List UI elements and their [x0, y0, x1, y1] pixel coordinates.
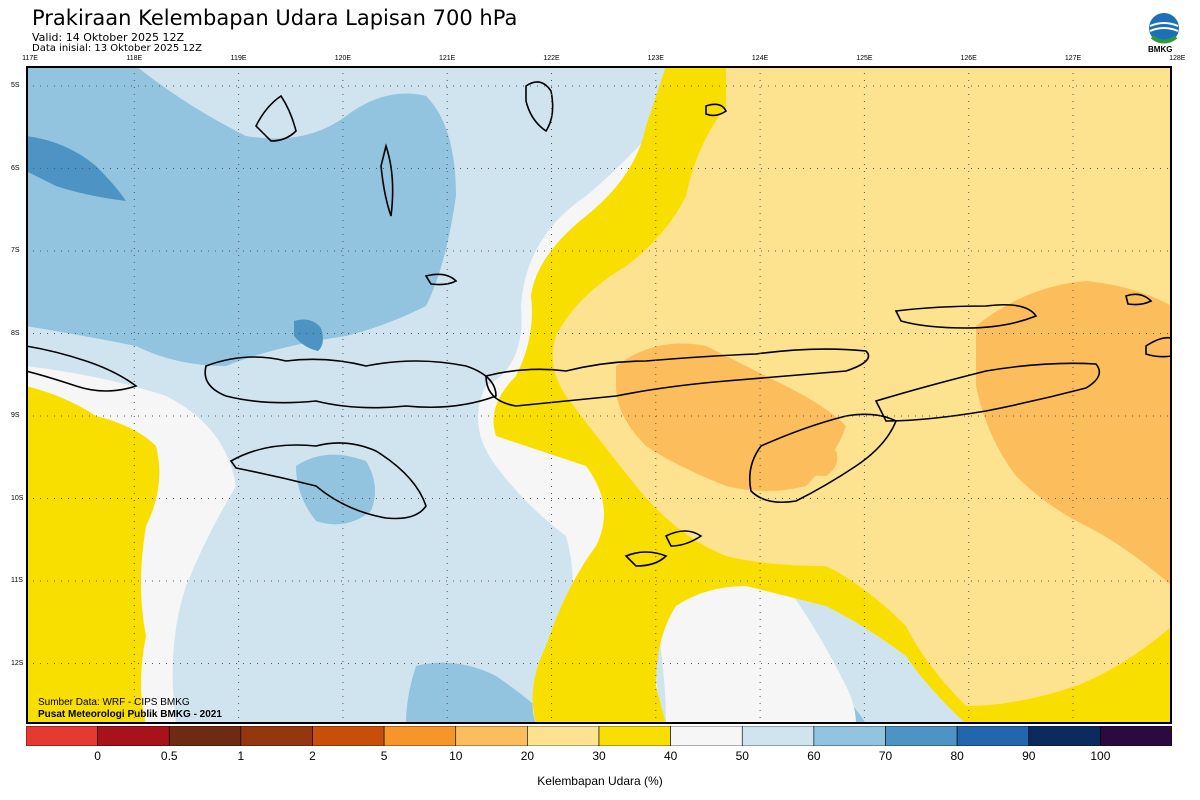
lat-label-8s: 8S	[11, 329, 20, 337]
field-10-20-timor	[786, 447, 838, 476]
colorbar-tick-label: 0	[94, 749, 101, 763]
lon-label-124e: 124E	[751, 55, 769, 62]
field-10-20-east	[976, 281, 1172, 586]
coastlines	[26, 81, 1172, 567]
colorbar-swatch	[956, 726, 1030, 746]
colorbar-swatch	[26, 726, 98, 746]
field-10-20-center	[616, 343, 846, 491]
lat-label-11s: 11S	[11, 577, 23, 584]
field-60-70-south	[406, 662, 556, 724]
map-title: Prakiraan Kelembapan Udara Lapisan 700 h…	[32, 6, 518, 30]
colorbar-swatch	[741, 726, 815, 746]
bmkg-logo-icon	[1149, 13, 1179, 44]
valid-time: Valid: 14 Oktober 2025 12Z	[32, 31, 185, 44]
lat-label-6s: 6S	[11, 164, 20, 172]
colorbar-tick-label: 30	[592, 749, 606, 763]
colorbar-tick-label: 80	[950, 749, 964, 763]
colorbar-tick-label: 20	[520, 749, 535, 763]
coast-sawu	[624, 551, 668, 567]
field-40-50-south	[646, 554, 856, 724]
colorbar-swatch	[455, 726, 528, 746]
colorbar-swatch	[383, 726, 457, 746]
coast-lombok-sumbawa	[204, 356, 497, 409]
lon-label-125e: 125E	[856, 55, 873, 62]
logo-text: BMKG	[1148, 45, 1173, 54]
lon-label-128e: 128E	[1169, 55, 1186, 62]
humidity-map	[26, 66, 1172, 724]
colorbar-swatch	[168, 726, 242, 746]
graticule	[26, 66, 1172, 724]
coast-timor-leste	[874, 362, 1101, 422]
coast-alor	[894, 303, 1038, 329]
lon-label-122e: 122E	[543, 55, 560, 62]
colorbar-tick-label: 70	[878, 749, 893, 763]
coast-banda	[705, 103, 728, 117]
lat-label-9s: 9S	[11, 412, 20, 419]
colorbar-tick-label: 60	[807, 749, 821, 763]
coast-selayar	[380, 143, 394, 217]
coast-bali-west	[26, 345, 138, 392]
lat-label-7s: 7S	[11, 247, 20, 254]
colorbar	[26, 726, 1172, 746]
colorbar-tick-label: 0.5	[160, 749, 178, 763]
colorbar-swatch	[527, 726, 600, 746]
colorbar-swatch	[598, 726, 671, 746]
colorbar-tick-label: 100	[1090, 749, 1111, 763]
field-20-30-main	[552, 66, 1172, 706]
colorbar-tick-label: 2	[309, 749, 316, 763]
coast-flores	[485, 348, 870, 407]
colorbar-tick-label: 1	[237, 749, 245, 763]
lon-label-117e: 117E	[22, 55, 38, 62]
lon-label-119e: 119E	[230, 55, 247, 62]
coast-east-edge	[1145, 336, 1172, 358]
credit-org: Pusat Meteorologi Publik BMKG - 2021	[38, 709, 222, 720]
coast-timor	[748, 413, 898, 504]
coast-north-islands	[255, 94, 297, 142]
colorbar-swatch	[813, 726, 886, 746]
colorbar-tick-label: 90	[1022, 749, 1036, 763]
lat-label-12s: 12S	[11, 659, 24, 667]
map-frame	[26, 66, 1172, 724]
lon-label-121e: 121E	[439, 55, 456, 62]
field-60-70-bali	[296, 454, 375, 525]
colorbar-tick-label: 5	[380, 749, 388, 763]
initial-time: Data inisial: 13 Oktober 2025 12Z	[32, 43, 202, 54]
lon-label-120e: 120E	[334, 55, 352, 62]
colorbar-tick-label: 40	[663, 749, 678, 763]
coast-rote	[664, 530, 703, 547]
coast-wetar	[1125, 293, 1153, 306]
colorbar-swatch	[240, 726, 313, 746]
lat-label-5s: 5S	[11, 82, 20, 89]
field-60-70-northwest	[26, 66, 456, 366]
lon-label-123e: 123E	[647, 55, 664, 62]
coast-kalao	[424, 273, 458, 286]
field-70-80-center	[294, 319, 323, 351]
lat-label-10s: 10S	[11, 494, 24, 502]
colorbar-swatch	[670, 726, 743, 746]
credit-source: Sumber Data: WRF - CIPS BMKG	[38, 697, 190, 708]
colorbar-title: Kelembapan Udara (%)	[537, 774, 663, 788]
colorbar-swatch	[1100, 726, 1172, 746]
colorbar-swatch	[1028, 726, 1101, 746]
lon-label-118e: 118E	[126, 55, 143, 62]
lon-label-126e: 126E	[960, 55, 977, 62]
colorbar-swatch	[885, 726, 958, 746]
field-30-40-west	[26, 386, 160, 724]
colorbar-swatch	[97, 726, 170, 746]
colorbar-tick-label: 50	[735, 749, 749, 763]
coast-sumba	[229, 442, 427, 520]
colorbar-tick-label: 10	[449, 749, 463, 763]
colorbar-swatch	[312, 726, 385, 746]
lon-label-127e: 127E	[1064, 55, 1082, 62]
